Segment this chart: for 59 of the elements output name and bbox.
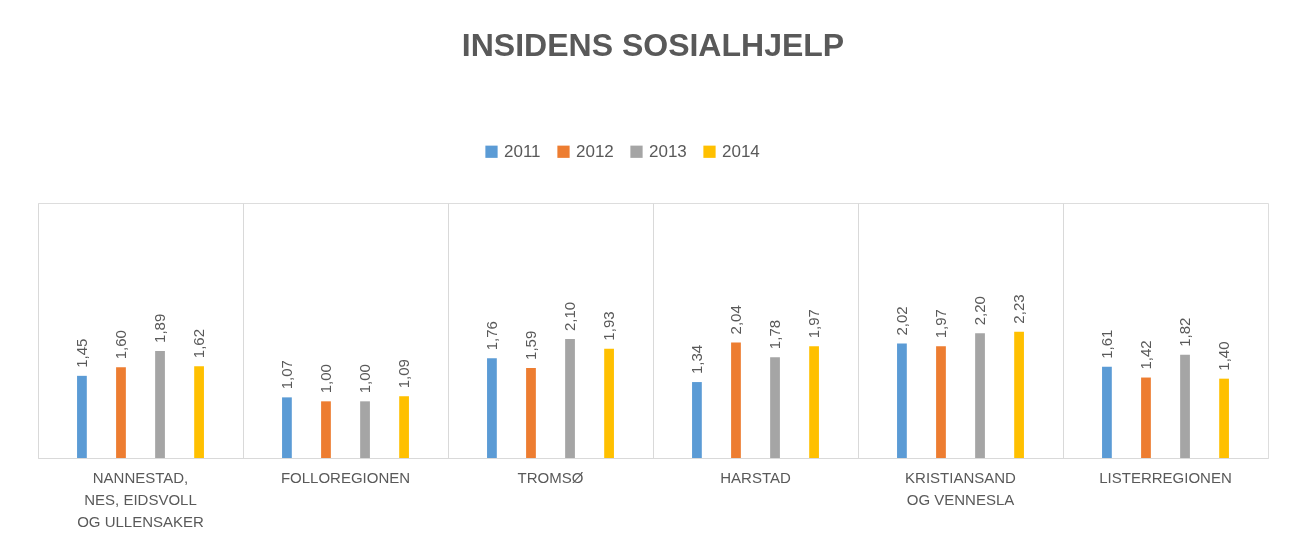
bar: [282, 397, 292, 458]
bar: [487, 358, 497, 458]
data-label: 1,40: [1215, 341, 1233, 371]
x-tick-label: HARSTAD: [720, 468, 791, 486]
data-label: 1,76: [482, 321, 500, 351]
bar: [936, 346, 946, 458]
legend-label: 2013: [649, 141, 687, 161]
data-label: 2,04: [726, 305, 744, 335]
bar: [975, 333, 985, 458]
data-label: 1,34: [687, 344, 705, 375]
bar: [1014, 331, 1024, 458]
data-label: 1,89: [151, 313, 169, 343]
data-label: 1,78: [766, 319, 784, 350]
x-tick-label: NANNESTAD, NES, EIDSVOLL OG ULLENSAKER: [77, 468, 205, 530]
data-label: 1,62: [190, 329, 208, 359]
data-label: 2,10: [561, 301, 579, 331]
data-label: 1,42: [1136, 340, 1154, 370]
data-label: 1,61: [1097, 329, 1115, 359]
bar: [565, 339, 575, 458]
bar: [604, 348, 614, 458]
bar: [155, 350, 165, 458]
bar: [116, 367, 126, 458]
data-label: 1,59: [521, 330, 539, 360]
bar: [360, 401, 370, 458]
bar: [1141, 377, 1151, 458]
x-tick-label: LISTERREGIONEN: [1099, 468, 1232, 486]
x-tick-label: TROMSØ: [517, 468, 584, 486]
x-tick-label: FOLLOREGIONEN: [280, 468, 411, 486]
data-label: 1,82: [1176, 317, 1194, 347]
bar: [692, 382, 702, 458]
data-label: 1,60: [111, 330, 129, 360]
bar: [526, 367, 536, 458]
data-label: 1,93: [600, 311, 618, 341]
bar: [77, 375, 87, 458]
data-label: 1,97: [805, 309, 823, 339]
bar: [897, 343, 907, 458]
data-label: 1,00: [316, 364, 334, 394]
data-label: 2,20: [971, 296, 989, 326]
bar: [399, 396, 409, 458]
data-label: 2,02: [892, 306, 910, 336]
bar: [731, 342, 741, 458]
legend-label: 2014: [722, 141, 760, 161]
bar: [770, 357, 780, 458]
bar: [809, 346, 819, 458]
bar: [194, 366, 204, 458]
legend-label: 2011: [504, 141, 541, 161]
legend-label: 2012: [576, 141, 614, 161]
bar: [1180, 354, 1190, 458]
data-label: 1,09: [395, 359, 413, 389]
bar: [1219, 378, 1229, 458]
data-label: 1,45: [72, 338, 90, 368]
data-label: 1,07: [277, 360, 295, 390]
bar: [1102, 366, 1112, 458]
bar: [321, 401, 331, 458]
data-label: 2,23: [1010, 294, 1028, 324]
data-label: 1,00: [356, 364, 374, 394]
data-label: 1,97: [931, 309, 949, 339]
chart-title: INSIDENS SOSIALHJELP: [461, 27, 845, 63]
x-tick-label: KRISTIANSAND OG VENNESLA: [905, 468, 1017, 508]
